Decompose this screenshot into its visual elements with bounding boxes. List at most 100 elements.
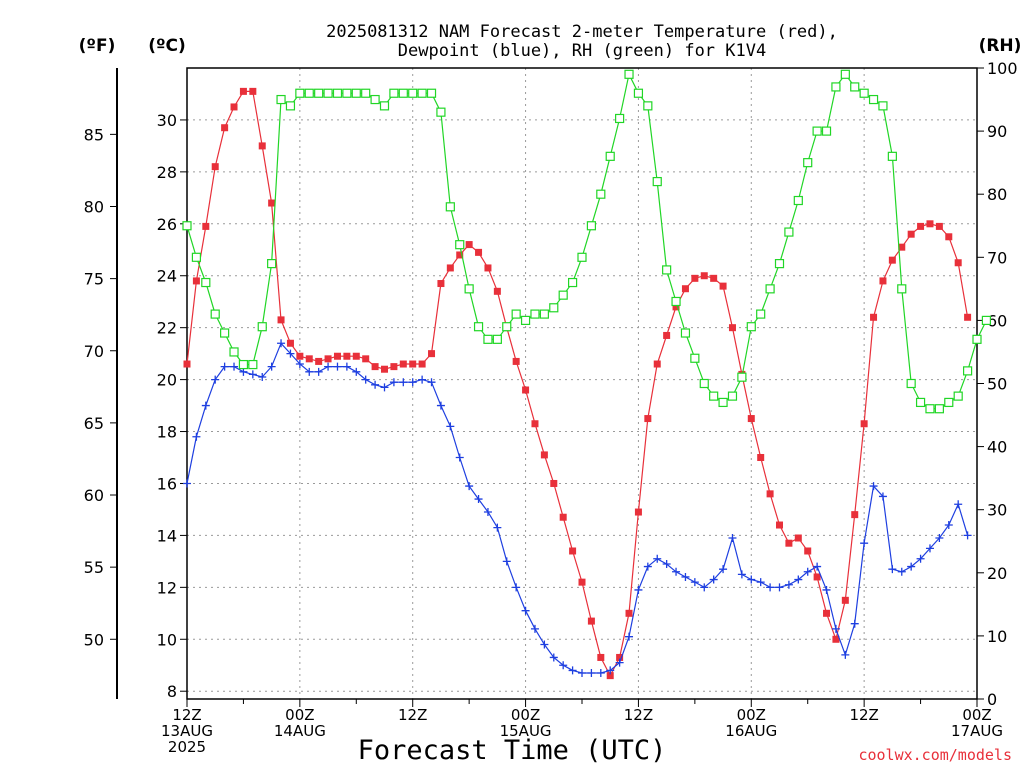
- rh-point: [389, 88, 399, 98]
- temperature-point: [512, 357, 520, 365]
- temperature-point: [634, 508, 642, 516]
- rh-point: [887, 151, 897, 161]
- dewpoint-point: [878, 492, 887, 501]
- time-tick-label: 15AUG: [500, 722, 552, 740]
- temperature-point: [587, 617, 595, 625]
- rh-point: [455, 240, 465, 250]
- rh-point: [840, 69, 850, 79]
- dewpoint-point: [427, 378, 436, 387]
- temperature-point: [907, 230, 915, 238]
- rh-point: [821, 126, 832, 136]
- temperature-point: [522, 386, 530, 394]
- temperature-point: [681, 285, 689, 293]
- dewpoint-point: [709, 575, 718, 584]
- rh-point: [351, 88, 361, 98]
- dewpoint-point: [483, 508, 492, 517]
- dewpoint-point: [634, 585, 643, 594]
- temperature-point: [841, 596, 849, 604]
- temperature-point: [832, 635, 840, 643]
- temperature-point: [728, 324, 736, 332]
- rh-point: [502, 322, 512, 332]
- rh-point: [962, 366, 973, 376]
- temperature-point: [493, 287, 501, 295]
- rh-point: [577, 252, 587, 262]
- temperature-point: [352, 352, 360, 360]
- rh-point: [445, 202, 455, 212]
- rh-point: [596, 189, 606, 199]
- celsius-tick-label: 12: [157, 578, 177, 597]
- dewpoint-point: [784, 580, 793, 589]
- temperature-point: [324, 355, 332, 363]
- rh-point: [191, 252, 202, 262]
- dewpoint-point: [643, 562, 652, 571]
- dewpoint-point: [314, 367, 323, 376]
- dewpoint-point: [954, 500, 963, 509]
- dewpoint-point: [615, 658, 624, 667]
- rh-point: [417, 88, 427, 98]
- temperature-point: [239, 87, 247, 95]
- dewpoint-point: [474, 495, 483, 504]
- temperature-point: [625, 609, 633, 617]
- temperature-point: [559, 513, 567, 521]
- time-tick-label: 16AUG: [725, 722, 777, 740]
- rh-point: [267, 259, 277, 269]
- fahrenheit-tick-label: 50: [84, 630, 104, 649]
- dewpoint-point: [803, 567, 812, 576]
- rh-tick-label: 20: [987, 564, 1007, 583]
- dewpoint-point: [286, 349, 295, 358]
- temperature-point: [390, 363, 398, 371]
- dewpoint-point: [418, 375, 427, 384]
- dewpoint-point: [756, 578, 765, 587]
- dewpoint-point: [831, 624, 840, 633]
- celsius-tick-label: 30: [157, 111, 177, 130]
- celsius-tick-label: 16: [157, 474, 177, 493]
- dewpoint-point: [719, 565, 728, 574]
- dewpoint-point: [662, 559, 671, 568]
- temperature-point: [371, 363, 379, 371]
- temperature-point: [268, 199, 276, 207]
- temperature-point: [437, 280, 445, 288]
- rh-unit-label: (RH): [979, 36, 1022, 56]
- temperature-point: [343, 352, 351, 360]
- rh-point: [709, 391, 719, 401]
- dewpoint-point: [897, 567, 906, 576]
- dewpoint-point: [963, 531, 972, 540]
- temperature-point: [221, 124, 229, 132]
- rh-point: [756, 309, 766, 319]
- dewpoint-point: [737, 570, 746, 579]
- rh-tick-label: 80: [987, 185, 1007, 204]
- series-layer: [182, 69, 992, 680]
- temperature-point: [663, 331, 671, 339]
- dewpoint-point: [587, 669, 596, 678]
- dewpoint-point: [201, 401, 210, 410]
- rh-point: [426, 88, 437, 98]
- temperature-point: [315, 357, 323, 365]
- temperature-point: [569, 547, 577, 555]
- temperature-line: [186, 90, 969, 677]
- x-axis-label: Forecast Time (UTC): [358, 735, 667, 766]
- dewpoint-point: [493, 523, 502, 532]
- rh-point: [662, 265, 672, 275]
- temperature-point: [296, 352, 304, 360]
- rh-point: [342, 88, 352, 98]
- dewpoint-point: [371, 380, 380, 389]
- rh-point: [539, 309, 549, 319]
- temperature-point: [616, 653, 624, 661]
- rh-point: [220, 328, 230, 338]
- temperature-point: [823, 609, 831, 617]
- dewpoint-point: [502, 557, 511, 566]
- dewpoint-point: [578, 669, 586, 678]
- temperature-point: [202, 222, 210, 230]
- time-tick-label: 00Z: [962, 706, 991, 724]
- temperature-point: [757, 454, 765, 462]
- rh-point: [257, 322, 267, 332]
- rh-point: [229, 347, 239, 357]
- rh-point: [492, 334, 502, 344]
- credit-text: coolwx.com/models: [858, 746, 1012, 764]
- rh-point: [304, 88, 314, 98]
- fahrenheit-tick-label: 70: [84, 342, 104, 361]
- dewpoint-point: [192, 432, 201, 441]
- rh-point: [238, 359, 249, 370]
- rh-point: [925, 404, 935, 414]
- rh-point: [774, 259, 785, 269]
